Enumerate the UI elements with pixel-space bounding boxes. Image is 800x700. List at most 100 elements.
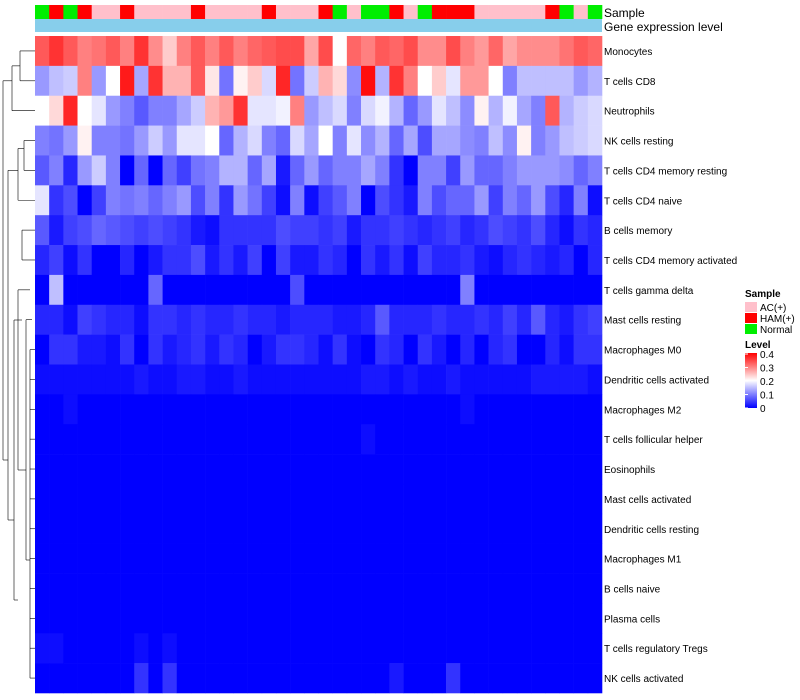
heatmap-cell — [545, 454, 560, 485]
heatmap-cell — [417, 36, 433, 67]
heatmap-cell — [261, 454, 277, 485]
heatmap-cell — [49, 424, 64, 455]
heatmap-cell — [559, 394, 574, 425]
heatmap-cell — [389, 245, 404, 276]
heatmap-cell — [431, 215, 447, 246]
heatmap-cell — [587, 663, 603, 694]
heatmap-cell — [35, 573, 50, 604]
heatmap-cell — [261, 274, 277, 306]
heatmap-cell — [431, 155, 447, 186]
heatmap-cell — [431, 603, 447, 634]
heatmap-cell — [545, 245, 560, 276]
heatmap-cell — [559, 95, 574, 126]
heatmap-cell — [318, 95, 333, 126]
heatmap-cell — [49, 334, 64, 365]
heatmap-cell — [275, 36, 291, 67]
heatmap-cell — [531, 364, 546, 395]
heatmap-cell — [502, 36, 518, 67]
heatmap-cell — [233, 65, 248, 97]
heatmap-cell — [587, 394, 603, 425]
heatmap-cell — [361, 65, 376, 97]
annotation-bars — [35, 5, 603, 32]
heatmap-cell — [545, 36, 560, 67]
heatmap-cell — [361, 334, 376, 365]
heatmap-cell — [332, 454, 348, 485]
heatmap-cell — [346, 65, 362, 97]
heatmap-cell — [502, 424, 518, 455]
heatmap-cell — [318, 334, 333, 365]
heatmap-cell — [162, 185, 178, 216]
heatmap-cell — [346, 334, 362, 365]
heatmap-cell — [559, 215, 574, 246]
sample-annotation-cell — [120, 5, 135, 19]
heatmap-cell — [446, 95, 461, 126]
heatmap-cell — [474, 454, 489, 485]
heatmap-cell — [559, 274, 574, 306]
heatmap-cell — [105, 185, 121, 216]
heatmap-cell — [205, 364, 220, 395]
heatmap-cell — [120, 215, 135, 246]
heatmap-cell — [304, 185, 319, 216]
gene-annotation-label: Gene expression level — [604, 20, 723, 34]
heatmap-cell — [460, 36, 475, 67]
heatmap-cell — [91, 334, 107, 365]
sample-annotation-cell — [162, 5, 178, 19]
heatmap-cell — [361, 543, 376, 574]
heatmap-cell — [49, 185, 64, 216]
heatmap-cell — [559, 633, 574, 664]
heatmap-cell — [389, 663, 404, 694]
heatmap-cell — [431, 543, 447, 574]
heatmap-cell — [91, 513, 107, 544]
heatmap-cell — [219, 454, 234, 485]
heatmap-cell — [460, 424, 475, 455]
heatmap-cell — [304, 483, 319, 515]
heatmap-cell — [375, 155, 390, 186]
heatmap-cell — [134, 633, 149, 664]
heatmap-cell — [332, 36, 348, 67]
heatmap-cell — [105, 95, 121, 126]
heatmap-cell — [290, 364, 305, 395]
heatmap-cell — [346, 573, 362, 604]
heatmap-cell — [431, 36, 447, 67]
heatmap-cell — [516, 424, 532, 455]
heatmap-cell — [545, 633, 560, 664]
heatmap-cell — [318, 513, 333, 544]
heatmap-cell — [148, 185, 163, 216]
heatmap-cell — [417, 215, 433, 246]
heatmap-cell — [474, 603, 489, 634]
heatmap-cell — [587, 364, 603, 395]
heatmap-cell — [105, 364, 121, 395]
heatmap-cell — [573, 36, 589, 67]
heatmap-cell — [587, 125, 603, 156]
heatmap-cell — [531, 125, 546, 156]
heatmap-cell — [431, 483, 447, 515]
heatmap-cell — [346, 364, 362, 395]
heatmap-cell — [63, 454, 78, 485]
heatmap-cell — [346, 543, 362, 574]
heatmap-cell — [587, 185, 603, 216]
heatmap-cell — [403, 483, 419, 515]
heatmap-cell — [559, 65, 574, 97]
heatmap-cell — [162, 36, 178, 67]
heatmap-cell — [488, 543, 504, 574]
heatmap-cell — [346, 424, 362, 455]
heatmap-cell — [502, 245, 518, 276]
heatmap-cell — [233, 483, 248, 515]
heatmap-cell — [488, 65, 504, 97]
heatmap-cell — [502, 603, 518, 634]
heatmap-cell — [91, 603, 107, 634]
heatmap-cell — [474, 155, 489, 186]
heatmap-cell — [488, 304, 504, 335]
heatmap-cell — [205, 304, 220, 335]
heatmap-cell — [559, 513, 574, 544]
heatmap-cell — [516, 215, 532, 246]
heatmap-cell — [275, 125, 291, 156]
heatmap-cell — [49, 513, 64, 544]
heatmap-cell — [502, 633, 518, 664]
heatmap-cell — [389, 155, 404, 186]
heatmap-cell — [446, 603, 461, 634]
heatmap-cell — [290, 95, 305, 126]
heatmap-cell — [389, 125, 404, 156]
heatmap-cell — [35, 215, 50, 246]
heatmap-cell — [105, 424, 121, 455]
